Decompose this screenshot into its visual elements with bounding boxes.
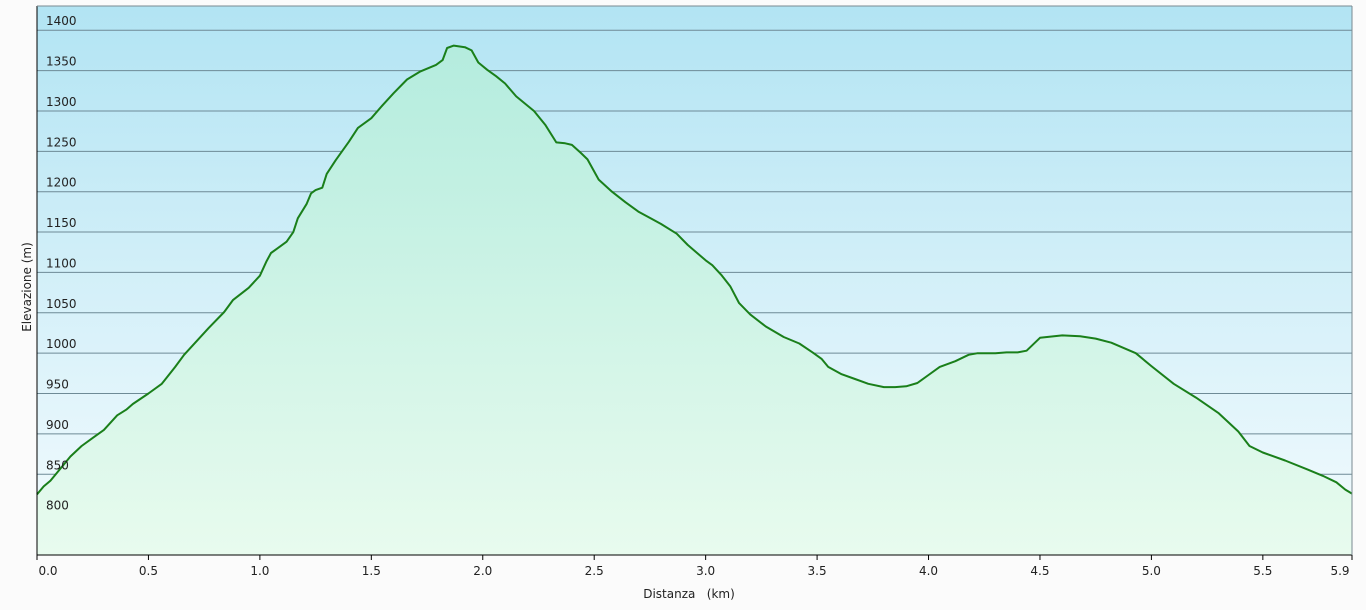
y-tick-label: 1300 (46, 95, 77, 109)
x-tick-label: 4.5 (1030, 564, 1049, 578)
y-tick-label: 1400 (46, 14, 77, 28)
y-tick-labels: 800 850 900 950 1000 1050 1100 1150 1200 1250 1300… (46, 14, 77, 512)
elevation-line (36, 44, 1353, 496)
x-tick-label: 4.0 (919, 564, 938, 578)
x-tick-label: 2.5 (585, 564, 604, 578)
y-tick-label: 1050 (46, 297, 77, 311)
y-tick-label: 1150 (46, 216, 77, 230)
x-tick-label: 1.0 (250, 564, 269, 578)
x-tick-label: 5.9 (1330, 564, 1349, 578)
y-tick-label: 1200 (46, 176, 77, 190)
y-axis-label: Elevazione (m) (20, 242, 34, 332)
x-tick-label: 3.0 (696, 564, 715, 578)
y-tick-label: 950 (46, 378, 69, 392)
y-tick-label: 800 (46, 499, 69, 513)
y-tick-label: 1250 (46, 135, 77, 149)
x-axis-label: Distanza (km) (643, 587, 735, 601)
y-tick-label: 1350 (46, 55, 77, 69)
y-tick-label: 1100 (46, 256, 77, 270)
y-tick-label: 850 (46, 458, 69, 472)
x-tick-label: 0.0 (38, 564, 57, 578)
x-tick-label: 5.5 (1253, 564, 1272, 578)
x-tick-label: 1.5 (362, 564, 381, 578)
y-tick-label: 1000 (46, 337, 77, 351)
x-tick-label: 2.0 (473, 564, 492, 578)
x-tick-label: 5.0 (1142, 564, 1161, 578)
elevation-area (37, 45, 1352, 555)
y-tick-label: 900 (46, 418, 69, 432)
x-tick-label: 0.5 (139, 564, 158, 578)
x-tick-label: 3.5 (808, 564, 827, 578)
x-tick-labels: 0.0 0.5 1.0 1.5 2.0 2.5 3.0 3.5 4.0 4.5 5.0 5.5 5.9 (36, 555, 1353, 578)
